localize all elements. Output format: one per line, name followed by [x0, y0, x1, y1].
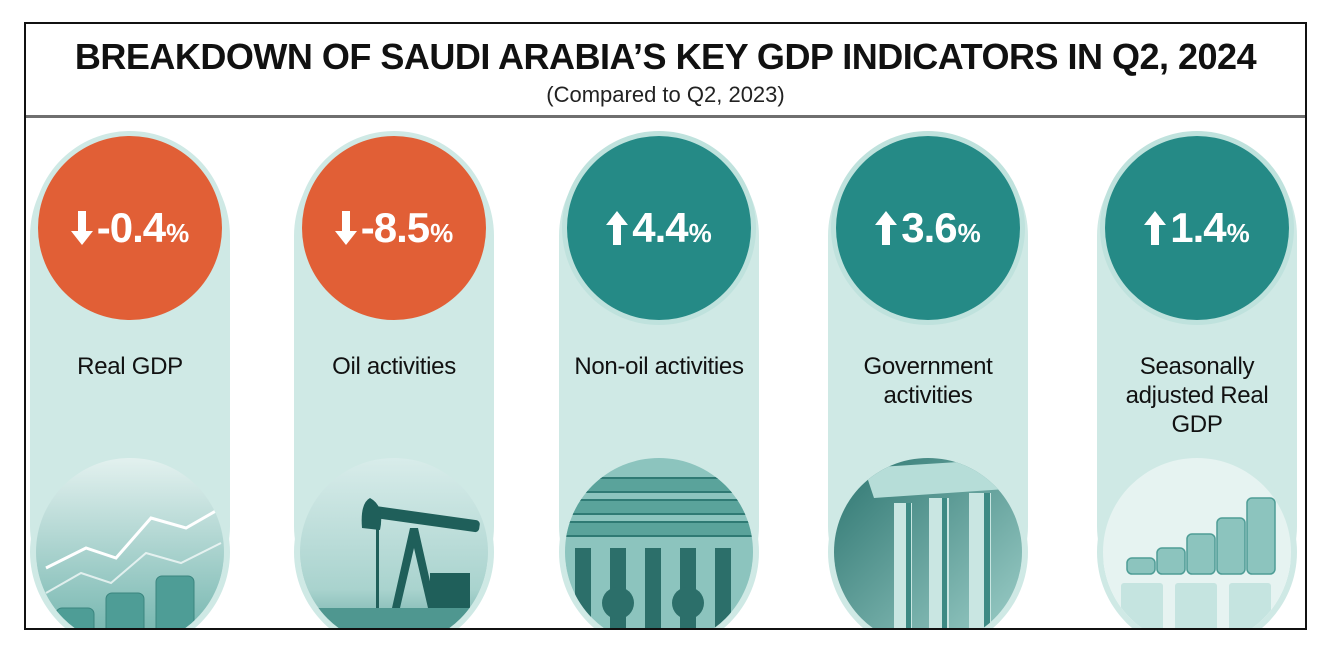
- indicator-label: Real GDP: [77, 353, 183, 380]
- value-number: 3.6: [901, 204, 957, 251]
- indicator-label: Seasonally adjusted Real GDP: [1125, 353, 1269, 438]
- arrow-up-icon: [606, 211, 629, 245]
- value-number: 1.4: [1170, 204, 1226, 251]
- value-unit: %: [1226, 217, 1250, 248]
- header: BREAKDOWN OF SAUDI ARABIA’S KEY GDP INDI…: [26, 24, 1305, 118]
- indicator-card-government-activities: 3.6% Government activities: [828, 128, 1028, 628]
- value-label: 1.4%: [1144, 204, 1250, 252]
- value-number: 4.4: [632, 204, 688, 251]
- indicator-card-seasonally-adjusted-real-gdp: 1.4% Seasonally adjusted Real GDP: [1097, 128, 1297, 628]
- value-circle: 1.4%: [1105, 136, 1289, 320]
- coins-chart-photo: [36, 458, 224, 628]
- pipes-photo: [565, 458, 753, 628]
- value-unit: %: [688, 217, 712, 248]
- arrow-up-icon: [875, 211, 898, 245]
- value-label: -8.5%: [334, 204, 454, 252]
- value-unit: %: [430, 217, 454, 248]
- chart-title: BREAKDOWN OF SAUDI ARABIA’S KEY GDP INDI…: [74, 36, 1257, 77]
- value-label: 4.4%: [606, 204, 712, 252]
- indicator-label: Oil activities: [332, 353, 456, 380]
- value-number: -0.4: [96, 204, 166, 251]
- arrow-down-icon: [334, 211, 357, 245]
- indicator-card-non-oil-activities: 4.4% Non-oil activities: [559, 128, 759, 628]
- value-circle: 3.6%: [836, 136, 1020, 320]
- arrow-up-icon: [1144, 211, 1167, 245]
- value-label: -0.4%: [70, 204, 190, 252]
- value-circle: -8.5%: [302, 136, 486, 320]
- chart-subtitle: (Compared to Q2, 2023): [546, 82, 785, 107]
- indicator-label: Non-oil activities: [574, 353, 744, 380]
- gdp-coins-photo: [1103, 458, 1291, 628]
- value-number: -8.5: [360, 204, 430, 251]
- indicator-card-real-gdp: -0.4% Real GDP: [30, 128, 230, 628]
- value-circle: 4.4%: [567, 136, 751, 320]
- value-label: 3.6%: [875, 204, 981, 252]
- oil-pump-photo: [300, 458, 488, 628]
- infographic-frame: BREAKDOWN OF SAUDI ARABIA’S KEY GDP INDI…: [24, 22, 1307, 630]
- indicator-card-oil-activities: -8.5% Oil activities: [294, 128, 494, 628]
- value-circle: -0.4%: [38, 136, 222, 320]
- arrow-down-icon: [70, 211, 93, 245]
- value-unit: %: [166, 217, 190, 248]
- indicator-label: Government activities: [863, 353, 993, 409]
- value-unit: %: [957, 217, 981, 248]
